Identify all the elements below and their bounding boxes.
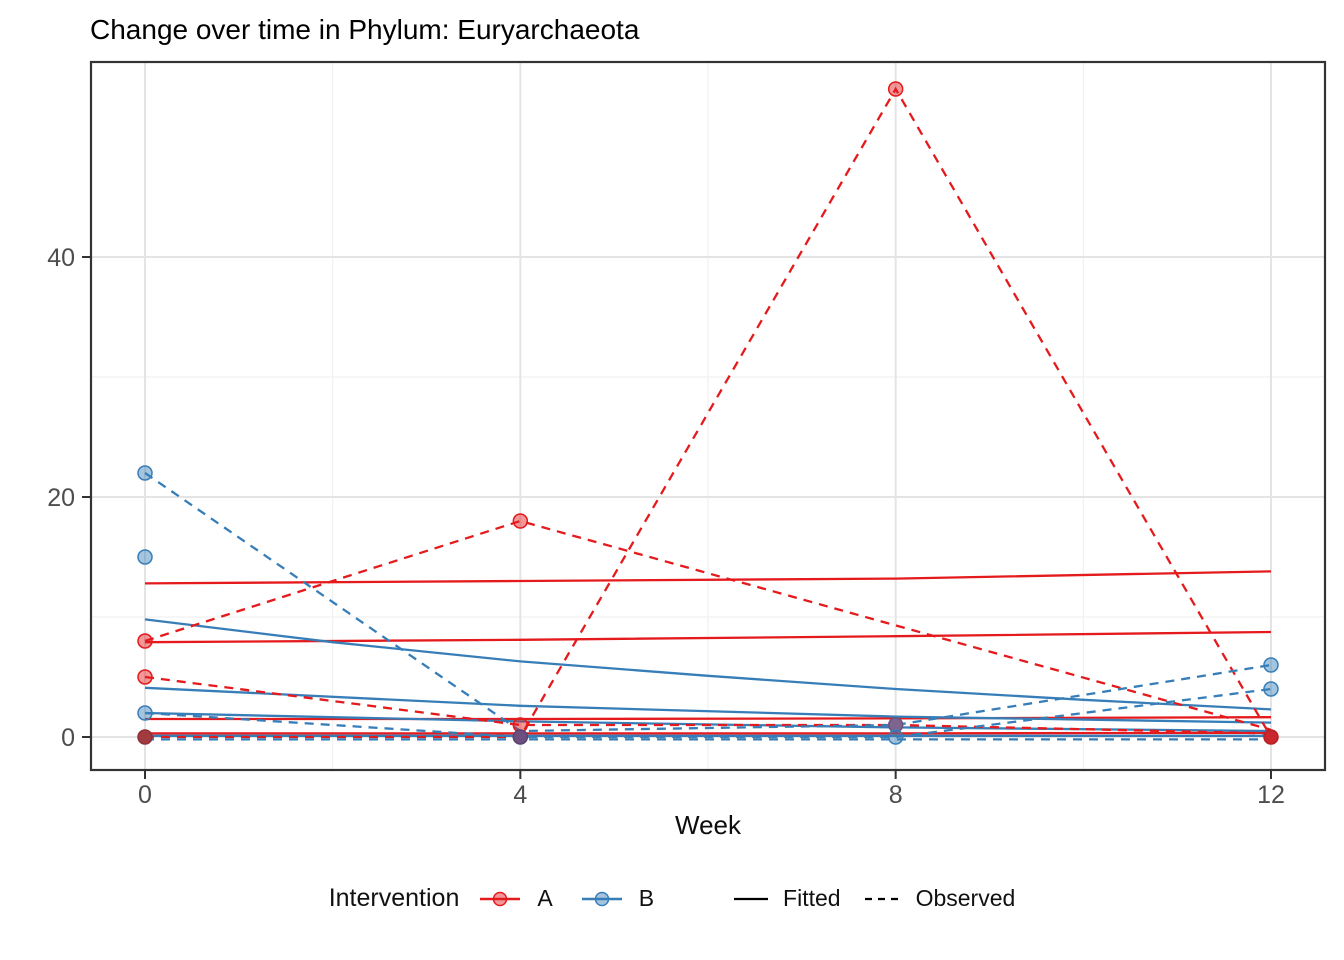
series-line-B-observed-1 [144,472,1272,733]
series-line-A-fitted-3 [145,716,1272,721]
data-point-B-w8 [887,729,904,745]
data-point-B-w12 [1263,657,1279,673]
data-point-B-w12 [1263,681,1279,697]
series-line-A-observed-1 [144,519,1272,731]
legend-key-intervention-b [579,886,625,912]
data-point-maroon-w0 [137,729,153,745]
series-line-B-observed-2 [144,687,1272,739]
x-axis-title: Week [675,810,741,840]
legend-label-fitted: Fitted [783,885,841,911]
data-point-A-w8 [887,81,904,97]
data-point-B-w0 [137,549,153,565]
legend-label-observed: Observed [915,885,1016,911]
series-line-A-fitted-2 [144,630,1272,644]
series-line-A-fitted-4 [145,731,1272,735]
x-tick-label: 12 [1257,781,1285,809]
data-point-A-w0 [137,669,153,685]
solid-line-icon [734,897,769,900]
data-point-B-w0 [137,465,153,481]
data-point-crimson-w12 [1263,729,1279,745]
chart-title: Change over time in Phylum: Euryarchaeot… [90,14,640,45]
y-tick-label: 20 [47,484,75,512]
legend-key-fitted [732,886,770,912]
legend-key-intervention-a [477,886,523,912]
data-point-purple_dark-w4 [512,729,529,745]
y-tick-label: 0 [61,724,75,752]
legend-label-b: B [638,885,655,911]
legend-key-observed [863,886,903,912]
legend-label-a: A [537,885,553,911]
series-line-B-fitted-2 [144,686,1272,724]
legend-title: Intervention [328,884,460,912]
dashed-line-icon [864,897,901,900]
series-line-B-fitted-1 [144,618,1272,711]
y-tick-label: 40 [47,244,75,272]
data-point-A-w4 [512,513,529,529]
x-tick-label: 8 [889,781,903,809]
legend: Intervention A B Fitted Observed [0,884,1344,913]
data-point-B-w0 [137,705,153,721]
data-point-purple-w8 [887,717,904,733]
x-tick-label: 0 [138,781,152,809]
data-point-A-w0 [137,633,153,649]
red-line-point-icon [480,891,521,906]
x-tick-label: 4 [513,781,527,809]
panel-border [89,60,1327,772]
blue-line-point-icon [581,891,622,906]
series-line-A-observed-2 [144,675,1272,735]
